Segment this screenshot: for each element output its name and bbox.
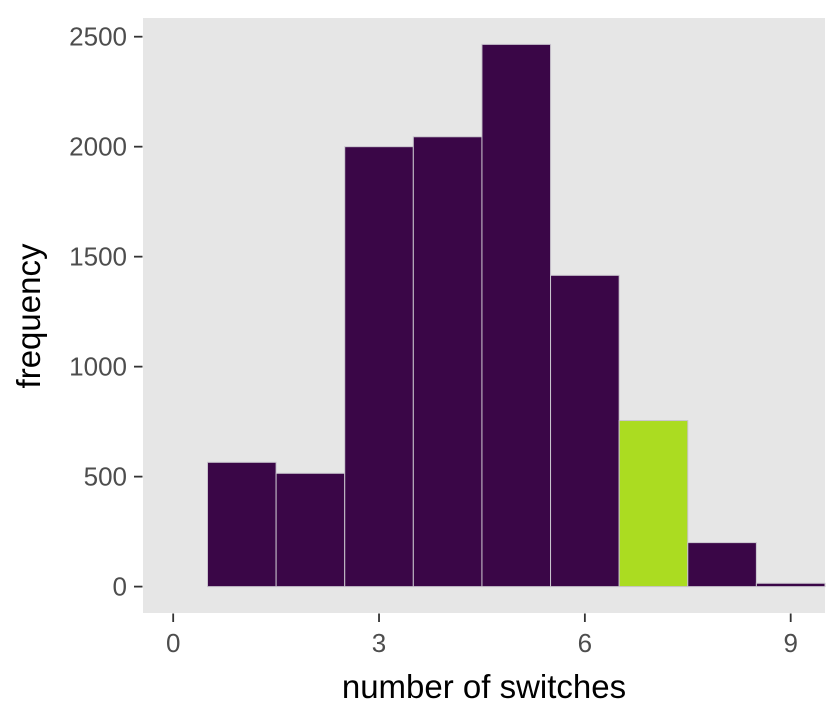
histogram-bar-highlighted	[618, 420, 689, 588]
y-axis-title: frequency	[10, 243, 47, 388]
x-tick-label: 6	[578, 628, 592, 658]
x-axis: 0 3 6 9	[166, 613, 798, 658]
x-tick-label: 9	[783, 628, 797, 658]
histogram-bar	[412, 136, 483, 588]
histogram-bar	[687, 542, 757, 588]
y-tick-label: 500	[84, 462, 127, 492]
x-tick-label: 0	[166, 628, 180, 658]
x-tick-label: 3	[372, 628, 386, 658]
y-tick-label: 1500	[69, 242, 127, 272]
histogram-bar	[275, 472, 346, 588]
histogram-bar	[481, 43, 552, 588]
y-axis: 0 500 1000 1500 2000 2500	[69, 22, 143, 602]
histogram-bar	[206, 461, 277, 588]
histogram-bar	[550, 274, 620, 588]
histogram-bar	[755, 582, 826, 588]
bars-group	[206, 43, 826, 588]
y-tick-label: 2000	[69, 132, 127, 162]
y-tick-label: 2500	[69, 22, 127, 52]
y-tick-label: 1000	[69, 352, 127, 382]
x-axis-title: number of switches	[342, 668, 626, 705]
y-tick-label: 0	[113, 572, 127, 602]
histogram-bar	[344, 146, 414, 588]
